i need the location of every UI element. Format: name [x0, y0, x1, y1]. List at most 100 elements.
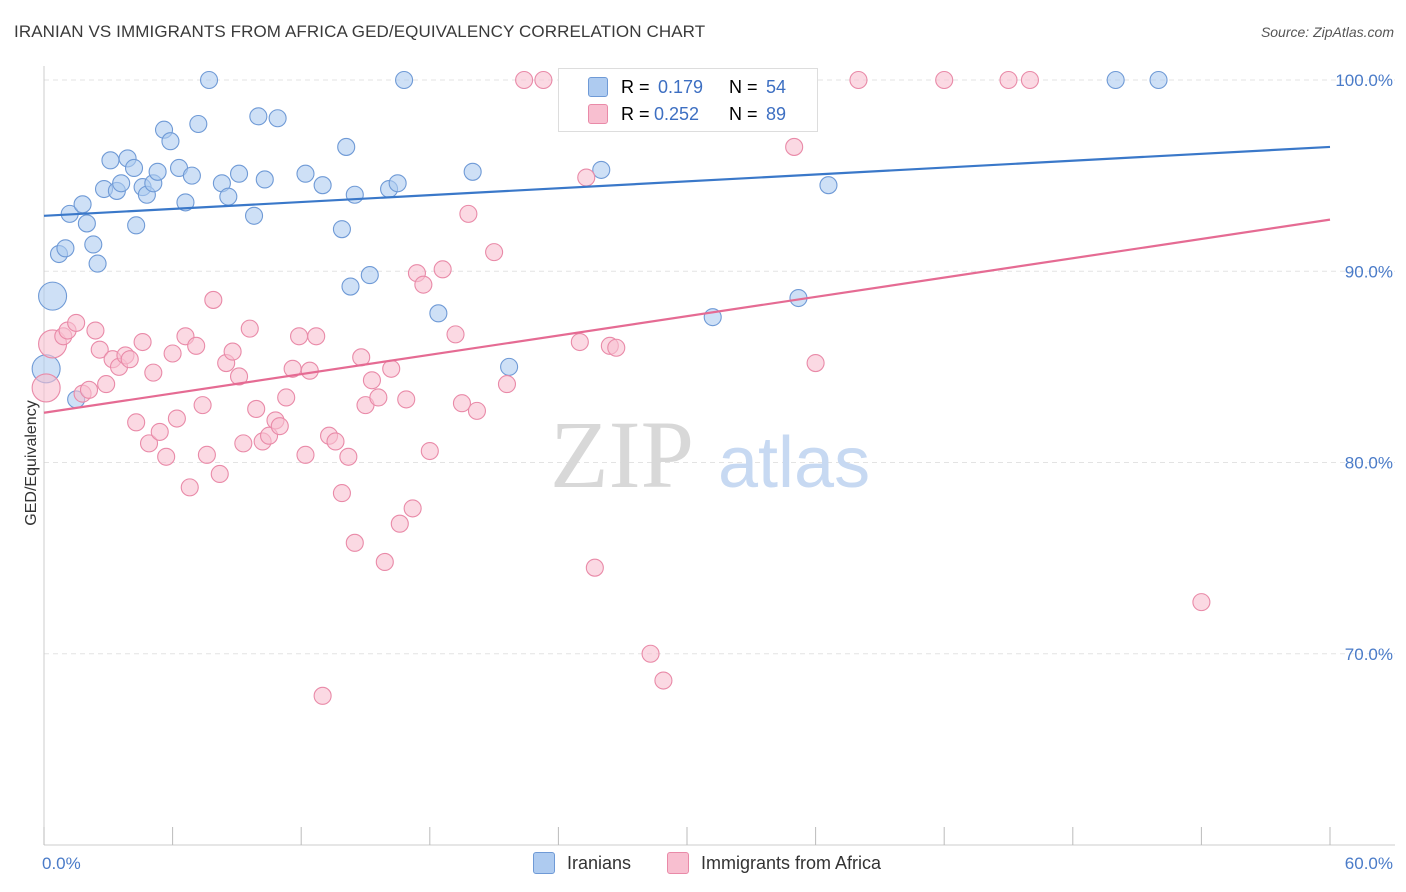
data-point — [234, 434, 253, 453]
data-point — [296, 445, 315, 464]
x-tick-label: 60.0% — [1345, 854, 1393, 873]
data-point — [187, 336, 206, 355]
data-point — [577, 168, 596, 187]
legend-r-value-africa: 0.252 — [654, 103, 700, 124]
data-point — [935, 70, 954, 90]
data-point — [819, 176, 838, 195]
data-point — [182, 166, 201, 185]
data-point — [127, 216, 146, 235]
data-point — [67, 313, 86, 332]
x-tick-label: 0.0% — [42, 854, 81, 873]
bottom-legend-swatch-iranians — [533, 852, 555, 874]
axes — [43, 66, 1395, 846]
source-label: Source: ZipAtlas.com — [1260, 24, 1394, 40]
data-point — [101, 151, 120, 170]
data-point — [390, 514, 409, 533]
data-point — [223, 342, 242, 361]
data-point — [199, 70, 219, 90]
data-point — [467, 401, 487, 420]
data-point — [585, 558, 604, 577]
data-point — [313, 686, 332, 705]
data-point — [133, 332, 152, 352]
y-axis-label: GED/Equivalency — [23, 400, 40, 525]
watermark-atlas: atlas — [718, 423, 870, 503]
legend-swatch-iranians — [588, 77, 608, 97]
data-point — [341, 277, 360, 296]
x-tick-labels: 0.0% 60.0% — [42, 854, 1393, 873]
data-point — [534, 70, 553, 90]
data-point — [369, 388, 388, 407]
data-point — [452, 394, 472, 413]
data-point — [229, 367, 249, 386]
data-point — [210, 464, 229, 484]
bottom-legend: Iranians Immigrants from Africa — [0, 852, 1406, 876]
legend-swatch-africa — [588, 104, 608, 124]
data-point — [88, 254, 107, 273]
legend-r-label-africa: R = — [621, 103, 650, 124]
data-point — [388, 174, 407, 193]
data-point — [1020, 70, 1039, 90]
legend-r-label-iranians: R = — [621, 76, 650, 97]
y-tick-label: 100.0% — [1335, 71, 1393, 90]
legend-n-value-africa: 89 — [766, 103, 787, 124]
bottom-legend-swatch-africa — [667, 852, 689, 874]
data-point — [607, 338, 626, 357]
data-point — [77, 214, 96, 233]
watermark-zip: ZIP — [550, 401, 694, 508]
data-point — [148, 162, 167, 181]
data-point — [240, 319, 259, 338]
data-point — [362, 371, 381, 390]
data-point — [345, 533, 364, 552]
data-point — [204, 290, 223, 309]
y-tick-labels: 70.0% 80.0% 90.0% 100.0% — [1335, 71, 1393, 664]
trend-lines — [43, 145, 1331, 414]
data-point — [144, 363, 163, 382]
data-point — [120, 350, 139, 369]
data-point — [497, 375, 517, 394]
data-point — [375, 552, 394, 572]
data-point — [189, 114, 208, 134]
data-point — [197, 445, 216, 464]
data-point — [332, 484, 351, 503]
trend-line — [43, 218, 1331, 414]
data-point — [403, 499, 422, 518]
chart-title: IRANIAN VS IMMIGRANTS FROM AFRICA GED/EQ… — [14, 22, 706, 41]
data-point — [806, 353, 825, 373]
data-point — [139, 434, 159, 453]
data-point — [337, 137, 356, 156]
data-point — [1149, 70, 1168, 90]
data-point — [339, 447, 358, 466]
data-point — [79, 380, 99, 399]
data-point — [86, 321, 105, 340]
data-point — [654, 671, 673, 690]
y-tick-label: 70.0% — [1345, 645, 1393, 664]
data-point — [38, 281, 68, 311]
legend-n-label-africa: N = — [729, 103, 758, 124]
data-point — [326, 432, 345, 451]
data-point — [485, 243, 504, 262]
legend-n-label-iranians: N = — [729, 76, 758, 97]
data-point — [570, 332, 589, 352]
data-point — [313, 176, 332, 195]
data-point — [112, 174, 131, 193]
data-point — [420, 441, 439, 461]
data-point — [127, 413, 146, 432]
data-point — [229, 164, 249, 183]
legend-n-value-iranians: 54 — [766, 76, 787, 97]
data-point — [31, 373, 61, 403]
data-point — [84, 235, 103, 254]
data-point — [500, 357, 519, 376]
data-point — [270, 417, 289, 436]
data-point — [360, 266, 379, 285]
data-point — [290, 327, 309, 346]
bottom-legend-label-iranians: Iranians — [567, 852, 632, 873]
data-point — [999, 70, 1018, 90]
data-point — [180, 478, 199, 497]
bottom-legend-africa: Immigrants from Africa — [667, 852, 881, 874]
data-point — [395, 70, 414, 90]
data-point — [193, 396, 212, 415]
data-point — [300, 361, 319, 380]
data-point — [307, 327, 326, 346]
data-point — [515, 70, 534, 90]
